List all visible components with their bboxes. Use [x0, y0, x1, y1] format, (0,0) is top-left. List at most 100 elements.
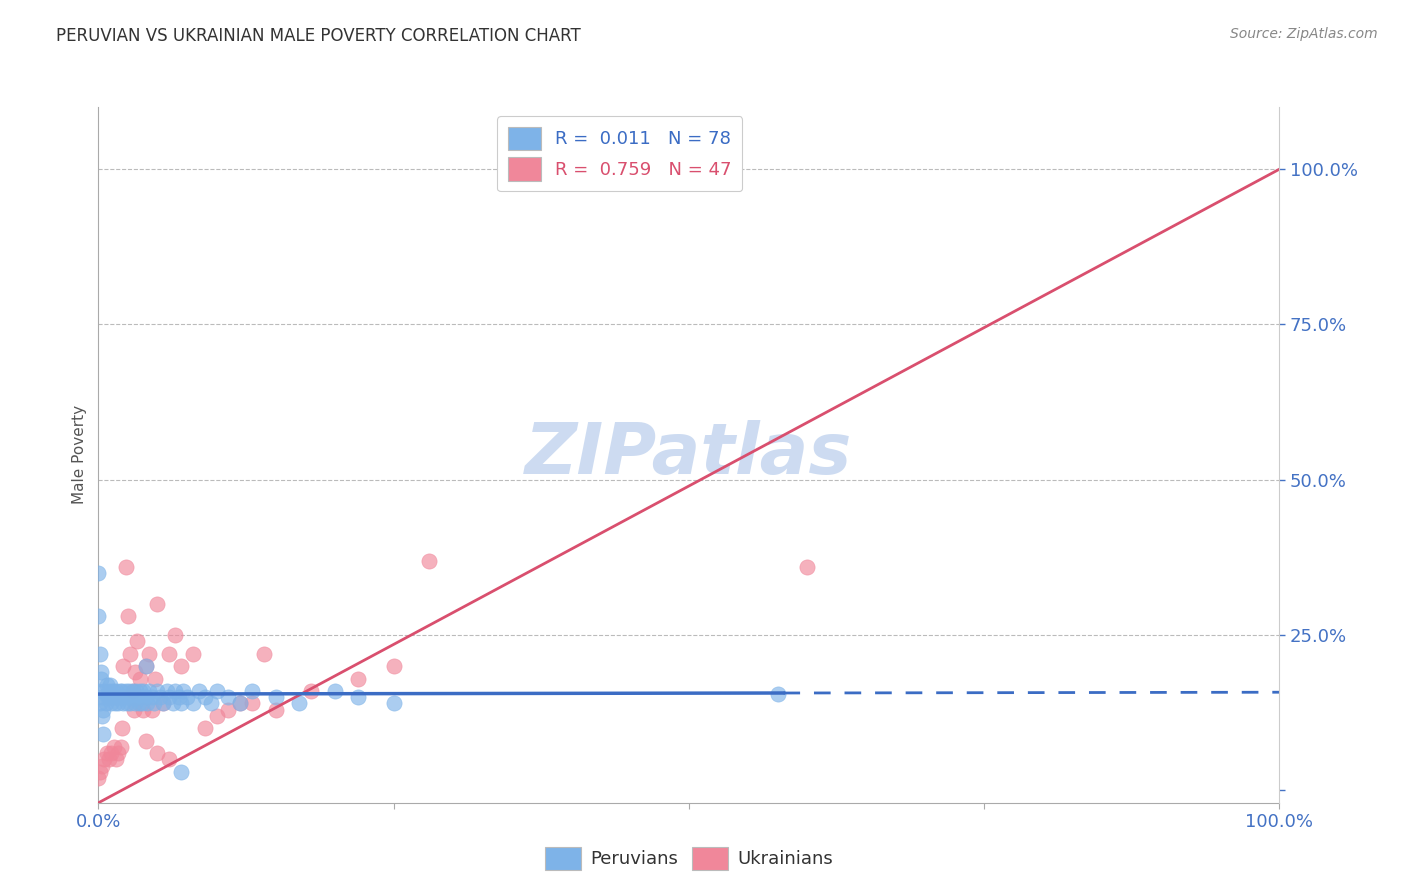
Point — [87, 609, 110, 624]
Point — [149, 690, 172, 705]
Point — [146, 597, 169, 611]
Point — [90, 672, 112, 686]
Point — [121, 684, 143, 698]
Point — [131, 697, 153, 711]
Point — [122, 690, 145, 705]
Point — [200, 697, 222, 711]
Point — [264, 690, 287, 705]
Legend: Peruvians, Ukrainians: Peruvians, Ukrainians — [537, 839, 841, 877]
Point — [124, 665, 146, 680]
Point — [135, 697, 157, 711]
Point — [347, 672, 370, 686]
Point — [135, 690, 157, 705]
Point — [91, 758, 114, 772]
Point — [229, 697, 252, 711]
Point — [418, 553, 440, 567]
Point — [107, 697, 129, 711]
Point — [117, 609, 139, 624]
Point — [87, 771, 110, 785]
Point — [138, 647, 160, 661]
Point — [97, 690, 120, 705]
Point — [120, 697, 142, 711]
Point — [96, 746, 118, 760]
Point — [205, 708, 228, 723]
Point — [107, 746, 129, 760]
Point — [157, 690, 180, 705]
Point — [128, 672, 150, 686]
Point — [105, 684, 128, 698]
Point — [253, 647, 276, 661]
Point — [152, 697, 174, 711]
Point — [796, 559, 818, 574]
Point — [323, 684, 346, 698]
Point — [176, 690, 198, 705]
Point — [152, 697, 174, 711]
Point — [100, 746, 122, 760]
Point — [146, 684, 169, 698]
Point — [108, 684, 131, 698]
Point — [114, 559, 136, 574]
Point — [181, 697, 204, 711]
Point — [100, 697, 122, 711]
Point — [98, 684, 121, 698]
Point — [127, 690, 149, 705]
Point — [93, 684, 115, 698]
Point — [98, 752, 121, 766]
Point — [766, 687, 789, 701]
Point — [299, 684, 322, 698]
Point — [156, 684, 179, 698]
Point — [135, 659, 157, 673]
Point — [217, 690, 239, 705]
Point — [87, 684, 110, 698]
Point — [172, 684, 194, 698]
Point — [112, 659, 135, 673]
Point — [96, 678, 118, 692]
Point — [194, 721, 217, 735]
Point — [132, 703, 155, 717]
Point — [127, 634, 149, 648]
Point — [135, 659, 157, 673]
Point — [120, 647, 142, 661]
Point — [347, 690, 370, 705]
Point — [105, 752, 128, 766]
Point — [125, 684, 148, 698]
Point — [129, 690, 152, 705]
Point — [167, 690, 190, 705]
Text: Source: ZipAtlas.com: Source: ZipAtlas.com — [1230, 27, 1378, 41]
Point — [382, 697, 405, 711]
Text: PERUVIAN VS UKRAINIAN MALE POVERTY CORRELATION CHART: PERUVIAN VS UKRAINIAN MALE POVERTY CORRE… — [56, 27, 581, 45]
Point — [165, 684, 187, 698]
Point — [135, 733, 157, 747]
Point — [89, 764, 111, 779]
Point — [103, 739, 125, 754]
Point — [98, 690, 121, 705]
Point — [90, 665, 112, 680]
Point — [205, 684, 228, 698]
Point — [93, 752, 115, 766]
Point — [91, 690, 114, 705]
Point — [94, 697, 117, 711]
Point — [157, 647, 180, 661]
Point — [105, 690, 128, 705]
Point — [288, 697, 311, 711]
Point — [101, 684, 124, 698]
Point — [146, 746, 169, 760]
Point — [114, 684, 136, 698]
Point — [118, 684, 141, 698]
Point — [132, 684, 155, 698]
Point — [121, 690, 143, 705]
Point — [165, 628, 187, 642]
Point — [115, 697, 138, 711]
Point — [104, 697, 127, 711]
Point — [229, 697, 252, 711]
Point — [143, 672, 166, 686]
Point — [91, 703, 114, 717]
Point — [170, 697, 193, 711]
Point — [217, 703, 239, 717]
Point — [87, 566, 110, 580]
Point — [98, 678, 121, 692]
Point — [141, 690, 163, 705]
Point — [111, 684, 134, 698]
Point — [103, 690, 125, 705]
Point — [91, 708, 114, 723]
